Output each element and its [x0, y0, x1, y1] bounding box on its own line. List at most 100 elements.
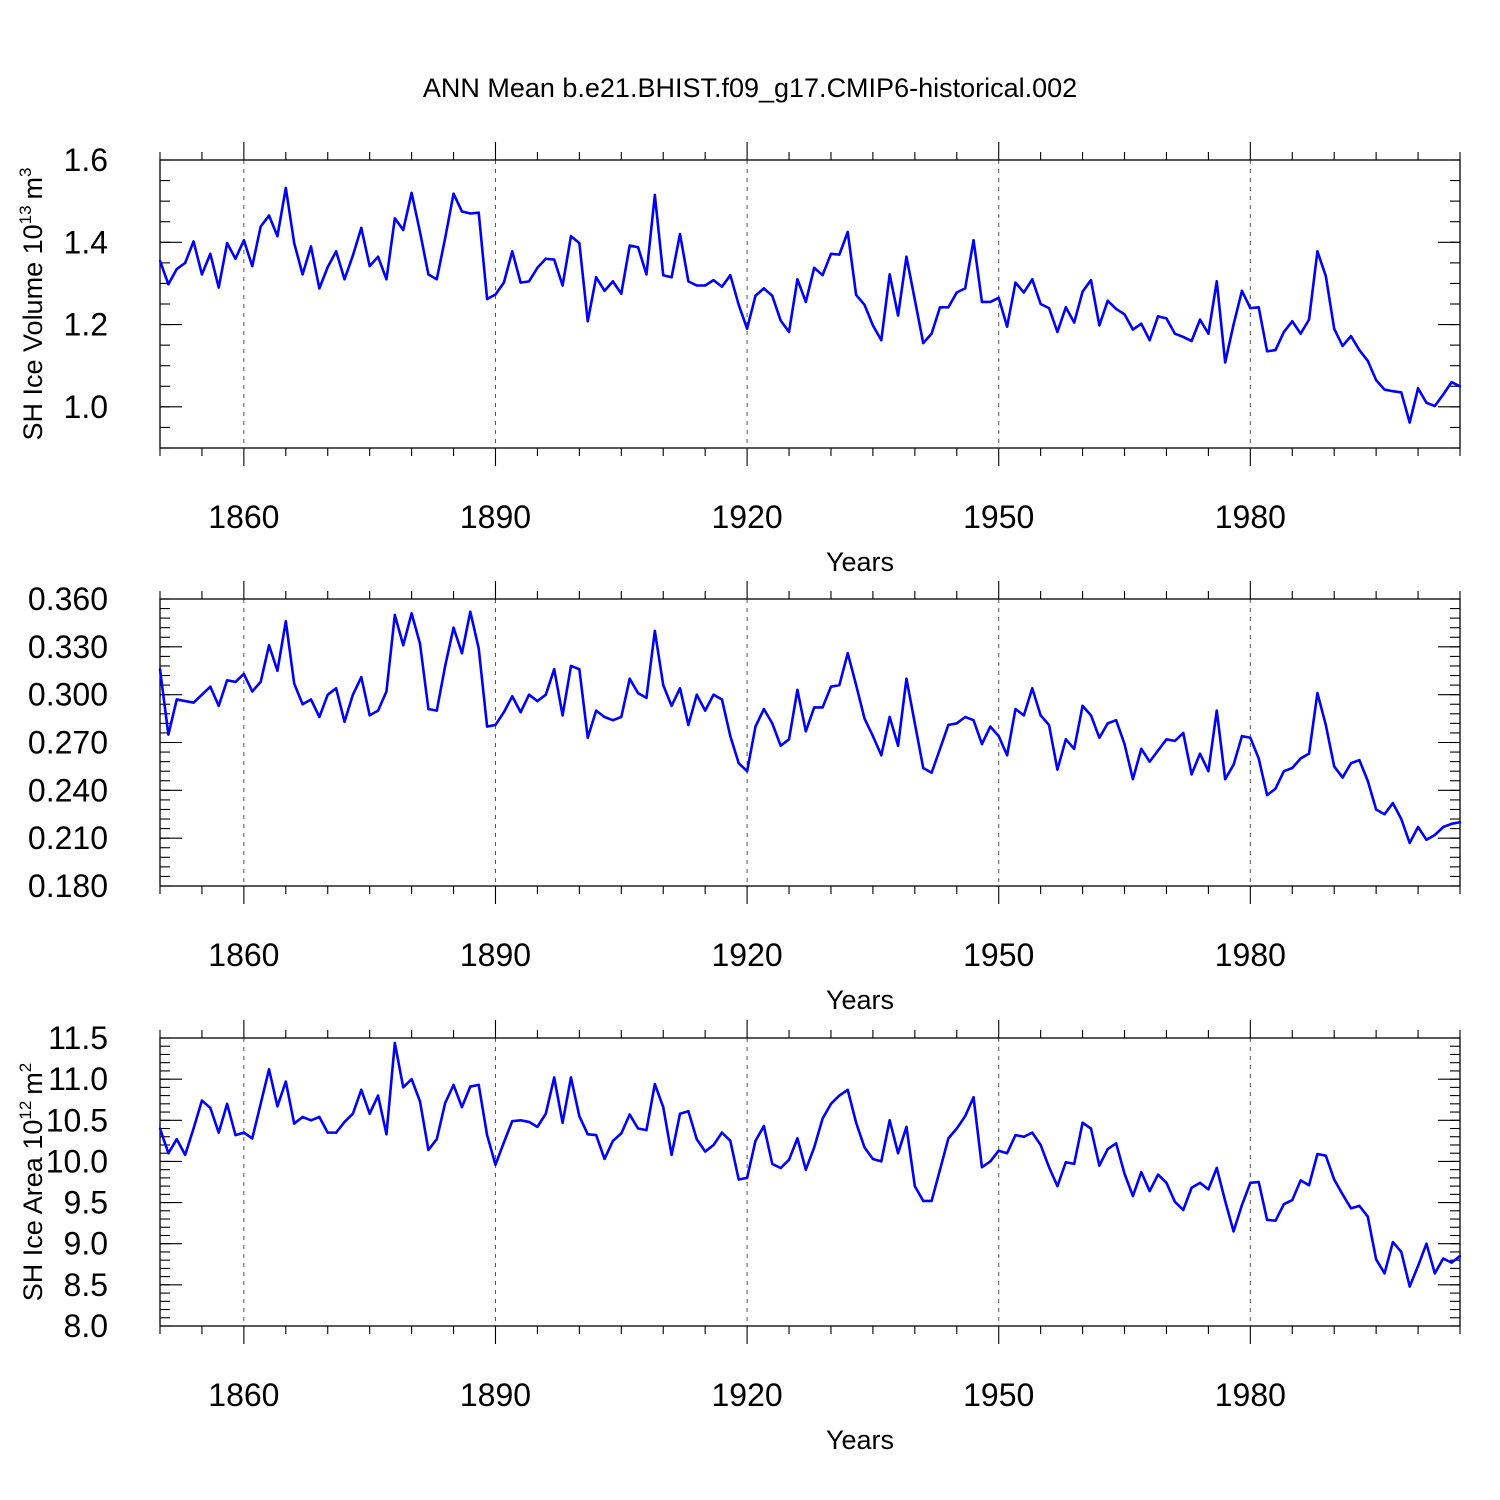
data-point: [1198, 1181, 1202, 1185]
data-point: [393, 613, 397, 617]
data-point: [1450, 380, 1453, 384]
data-point: [276, 234, 279, 238]
data-point: [1047, 1165, 1051, 1169]
data-point: [368, 264, 371, 268]
data-point: [1408, 421, 1411, 424]
data-point: [267, 1068, 271, 1071]
data-point: [812, 1146, 816, 1149]
data-point: [620, 1132, 623, 1135]
data-point: [1190, 773, 1193, 776]
x-tick-label: 1950: [963, 1377, 1034, 1413]
x-tick-label: 1980: [1215, 1377, 1286, 1413]
data-point: [502, 711, 506, 714]
data-point: [418, 1100, 422, 1103]
data-point: [1232, 763, 1235, 767]
data-point: [158, 1127, 162, 1130]
data-point: [762, 1124, 766, 1128]
data-point: [1349, 1207, 1353, 1210]
data-point: [955, 1127, 958, 1130]
data-point: [1307, 1184, 1311, 1187]
data-point: [829, 1102, 833, 1106]
data-point: [1433, 404, 1437, 408]
data-point: [1366, 779, 1369, 782]
data-point: [410, 191, 413, 195]
data-point: [309, 1119, 313, 1122]
data-point: [838, 683, 841, 687]
data-point: [687, 1110, 690, 1113]
data-point: [804, 730, 808, 733]
data-point: [1215, 280, 1218, 283]
series-line: [158, 610, 1461, 845]
data-point: [511, 1119, 514, 1123]
y-tick-label: 1.4: [64, 224, 108, 260]
data-point: [989, 1160, 992, 1163]
data-point: [989, 725, 992, 728]
y-axis-label-unit-exponent: 2: [16, 1063, 35, 1072]
data-point: [1358, 1204, 1361, 1208]
data-point: [209, 252, 212, 256]
data-point: [645, 273, 648, 276]
data-point: [318, 715, 321, 719]
data-point: [385, 278, 388, 281]
data-point: [1031, 687, 1034, 690]
data-point: [594, 1133, 598, 1137]
data-point: [963, 287, 967, 290]
data-point: [360, 675, 363, 679]
data-point: [1165, 1181, 1168, 1185]
data-point: [569, 234, 573, 238]
data-point: [1005, 754, 1009, 757]
data-point: [1190, 339, 1193, 343]
data-point: [183, 1153, 187, 1157]
data-point: [729, 1139, 732, 1143]
data-point: [1332, 765, 1336, 768]
data-point: [972, 239, 975, 242]
data-point: [225, 679, 229, 682]
data-point: [1366, 359, 1369, 362]
data-point: [443, 236, 447, 240]
data-point: [1156, 315, 1160, 318]
data-point: [1265, 1218, 1269, 1222]
data-point: [301, 1115, 304, 1119]
data-point: [460, 1105, 464, 1109]
data-point: [334, 250, 338, 253]
data-point: [1341, 776, 1344, 779]
data-point: [603, 1157, 606, 1161]
data-point: [1156, 749, 1160, 752]
y-tick-label: 10.5: [46, 1102, 108, 1138]
data-point: [1047, 723, 1051, 727]
chart-title: ANN Mean b.e21.BHIST.f09_g17.CMIP6-histo…: [423, 73, 1077, 103]
data-point: [1442, 825, 1445, 829]
data-point: [435, 278, 438, 281]
data-point: [1249, 1181, 1252, 1185]
data-point: [309, 698, 313, 701]
data-point: [1173, 739, 1177, 743]
data-point: [393, 1041, 397, 1045]
data-point: [234, 1133, 237, 1137]
data-point: [1190, 1186, 1193, 1189]
data-point: [938, 1168, 942, 1171]
data-point: [1131, 328, 1135, 331]
data-point: [938, 747, 942, 751]
data-point: [1182, 1208, 1185, 1212]
data-point: [737, 762, 740, 765]
data-point: [1039, 1143, 1042, 1147]
data-point: [251, 690, 254, 693]
data-point: [192, 1127, 195, 1130]
data-point: [955, 291, 958, 294]
data-point: [1383, 813, 1386, 816]
x-tick-label: 1860: [208, 499, 279, 535]
data-point: [410, 1077, 413, 1081]
data-point: [1249, 306, 1252, 310]
data-point: [1014, 707, 1017, 711]
data-point: [536, 699, 539, 703]
data-point: [1442, 393, 1445, 396]
data-point: [452, 626, 455, 629]
data-point: [796, 278, 799, 281]
x-axis-label: Years: [826, 547, 894, 577]
data-point: [1349, 334, 1353, 338]
data-point: [930, 332, 933, 335]
data-point: [586, 1133, 589, 1136]
data-point: [1106, 299, 1109, 302]
data-point: [502, 1141, 506, 1144]
data-point: [1391, 801, 1395, 805]
